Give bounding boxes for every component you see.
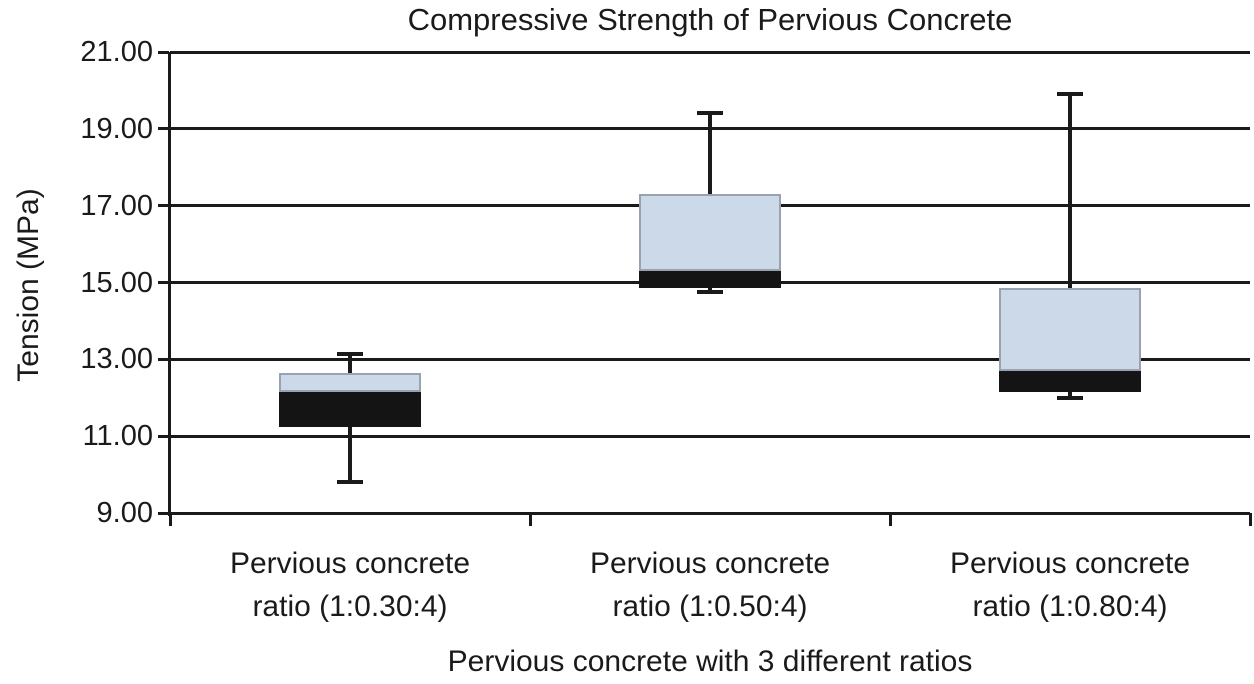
gridline xyxy=(170,50,1250,54)
y-axis-tick xyxy=(158,50,169,54)
category-label-line: ratio (1:0.30:4) xyxy=(252,590,448,623)
x-axis-tick xyxy=(1248,513,1252,526)
whisker-cap-high xyxy=(1057,92,1083,97)
category-label-line: Pervious concrete xyxy=(589,547,831,580)
gridline xyxy=(170,434,1250,438)
category-label-line: ratio (1:0.50:4) xyxy=(612,590,808,623)
x-axis-title: Pervious concrete with 3 different ratio… xyxy=(447,645,973,678)
y-axis-tick xyxy=(158,357,169,361)
category-label-line: ratio (1:0.80:4) xyxy=(972,590,1168,623)
y-axis-line xyxy=(168,52,171,516)
y-tick-label: 11.00 xyxy=(82,420,153,453)
category-label: Pervious concrete ratio (1:0.80:4) xyxy=(870,542,1254,628)
y-tick-label: 21.00 xyxy=(80,36,153,68)
y-tick-label: 15.00 xyxy=(80,266,153,299)
box-plot-upper-box xyxy=(279,372,421,392)
category-label-line: Pervious concrete xyxy=(949,547,1191,580)
whisker-cap-low xyxy=(337,480,363,485)
y-axis-tick xyxy=(158,434,169,438)
y-axis-tick xyxy=(158,511,169,515)
box-plot-upper-box xyxy=(639,194,781,271)
y-tick-label: 17.00 xyxy=(80,189,153,222)
y-axis-tick xyxy=(158,281,169,284)
category-label-line: Pervious concrete xyxy=(229,547,471,580)
x-axis-tick xyxy=(888,513,892,526)
category-label: Pervious concrete ratio (1:0.30:4) xyxy=(150,542,550,628)
gridline xyxy=(170,357,1250,361)
y-tick-label: 13.00 xyxy=(80,343,153,376)
y-axis-tick xyxy=(158,204,169,208)
chart-title: Compressive Strength of Pervious Concret… xyxy=(407,2,1013,37)
category-label: Pervious concrete ratio (1:0.50:4) xyxy=(510,542,910,628)
y-tick-label: 19.00 xyxy=(80,112,153,145)
x-axis-tick xyxy=(528,513,532,526)
y-axis-tick xyxy=(158,127,169,131)
whisker-cap-low xyxy=(1057,395,1083,400)
whisker-line xyxy=(1068,94,1072,398)
box-plot-lower-box xyxy=(639,270,781,289)
box-plot-upper-box xyxy=(999,288,1141,371)
whisker-cap-high xyxy=(337,351,363,356)
box-plot-lower-box xyxy=(279,391,421,427)
box-plot-lower-box xyxy=(999,370,1141,392)
plot-area xyxy=(170,50,1250,515)
x-axis-line xyxy=(170,511,1250,515)
whisker-cap-high xyxy=(697,111,723,116)
x-axis-tick xyxy=(168,513,172,526)
y-tick-label: 9.00 xyxy=(96,497,153,529)
whisker-cap-low xyxy=(697,290,723,295)
